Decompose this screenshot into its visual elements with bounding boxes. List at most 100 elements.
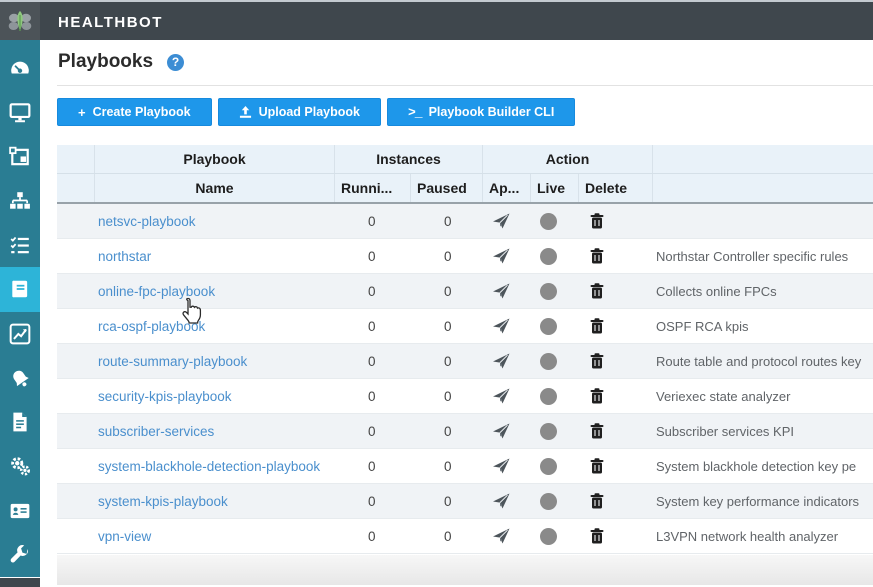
delete-icon[interactable] [579, 204, 653, 238]
playbook-link[interactable]: system-kpis-playbook [95, 494, 228, 509]
sidebar-item-settings[interactable] [0, 444, 40, 488]
sidebar-item-documents[interactable] [0, 400, 40, 444]
playbook-description [653, 204, 873, 238]
apply-icon[interactable] [483, 309, 531, 343]
playbook-builder-cli-button[interactable]: >_ Playbook Builder CLI [387, 98, 575, 126]
wrench-icon [9, 544, 31, 566]
running-count: 0 [335, 379, 411, 413]
device-region-icon [9, 146, 31, 168]
col-header-name: Name [95, 174, 335, 202]
playbook-link[interactable]: subscriber-services [95, 424, 214, 439]
sidebar-item-maintenance[interactable] [0, 533, 40, 577]
sidebar-item-rules[interactable] [0, 223, 40, 267]
apply-icon[interactable] [483, 379, 531, 413]
delete-icon[interactable] [579, 344, 653, 378]
playbook-book-icon [9, 278, 31, 300]
table-row: system-blackhole-detection-playbook 0 0 … [57, 449, 873, 484]
paused-count: 0 [411, 274, 483, 308]
live-status-icon[interactable] [531, 239, 579, 273]
col-header-running: Runni... [335, 174, 411, 202]
running-count: 0 [335, 484, 411, 518]
sidebar-footer [0, 578, 40, 587]
col-header-apply: Ap... [483, 174, 531, 202]
paused-count: 0 [411, 414, 483, 448]
live-status-icon[interactable] [531, 449, 579, 483]
live-status-icon[interactable] [531, 379, 579, 413]
playbook-link[interactable]: northstar [95, 249, 151, 264]
live-status-icon[interactable] [531, 204, 579, 238]
live-status-icon[interactable] [531, 484, 579, 518]
playbook-toolbar: + Create Playbook Upload Playbook >_ Pla… [57, 98, 575, 126]
running-count: 0 [335, 449, 411, 483]
table-row: vpn-view 0 0 L3VPN network health analyz… [57, 519, 873, 554]
sidebar-item-device-group[interactable] [0, 135, 40, 179]
sidebar-item-charts[interactable] [0, 312, 40, 356]
live-status-icon[interactable] [531, 274, 579, 308]
playbook-description: Collects online FPCs [653, 274, 873, 308]
apply-icon[interactable] [483, 274, 531, 308]
sidebar-item-dashboard[interactable] [0, 46, 40, 90]
playbook-link[interactable]: rca-ospf-playbook [95, 319, 205, 334]
sidebar-item-profiles[interactable] [0, 489, 40, 533]
main-content: Playbooks ? + Create Playbook Upload Pla… [40, 40, 873, 587]
create-playbook-button[interactable]: + Create Playbook [57, 98, 212, 126]
sidebar-item-playbooks[interactable] [0, 267, 40, 311]
delete-icon[interactable] [579, 519, 653, 553]
playbook-link[interactable]: online-fpc-playbook [95, 284, 215, 299]
table-row: northstar 0 0 Northstar Controller speci… [57, 239, 873, 274]
delete-icon[interactable] [579, 449, 653, 483]
table-row: online-fpc-playbook 0 0 Collects online … [57, 274, 873, 309]
sidebar-item-alarms[interactable] [0, 356, 40, 400]
apply-icon[interactable] [483, 519, 531, 553]
apply-icon[interactable] [483, 239, 531, 273]
apply-icon[interactable] [483, 449, 531, 483]
paused-count: 0 [411, 204, 483, 238]
delete-icon[interactable] [579, 379, 653, 413]
live-status-icon[interactable] [531, 344, 579, 378]
playbook-link[interactable]: security-kpis-playbook [95, 389, 232, 404]
playbook-description: OSPF RCA kpis [653, 309, 873, 343]
apply-icon[interactable] [483, 344, 531, 378]
apply-icon[interactable] [483, 204, 531, 238]
playbook-link[interactable]: vpn-view [95, 529, 151, 544]
playbook-description: System blackhole detection key pe [653, 449, 873, 483]
upload-icon [239, 106, 252, 119]
paused-count: 0 [411, 239, 483, 273]
playbook-description: Subscriber services KPI [653, 414, 873, 448]
delete-icon[interactable] [579, 484, 653, 518]
live-status-icon[interactable] [531, 414, 579, 448]
playbook-description: System key performance indicators [653, 484, 873, 518]
delete-icon[interactable] [579, 239, 653, 273]
upload-playbook-button[interactable]: Upload Playbook [218, 98, 381, 126]
playbook-description: L3VPN network health analyzer [653, 519, 873, 553]
playbook-link[interactable]: system-blackhole-detection-playbook [95, 459, 320, 474]
bell-icon [9, 367, 31, 389]
playbook-link[interactable]: netsvc-playbook [95, 214, 196, 229]
checklist-icon [9, 234, 31, 256]
chart-icon [9, 323, 31, 345]
topology-sitemap-icon [9, 190, 31, 212]
document-icon [9, 411, 31, 433]
delete-icon[interactable] [579, 309, 653, 343]
running-count: 0 [335, 239, 411, 273]
playbook-link[interactable]: route-summary-playbook [95, 354, 247, 369]
running-count: 0 [335, 344, 411, 378]
apply-icon[interactable] [483, 484, 531, 518]
group-header-playbook: Playbook [95, 145, 335, 173]
playbooks-table: Playbook Instances Action Name Runni... … [57, 145, 873, 554]
paused-count: 0 [411, 449, 483, 483]
delete-icon[interactable] [579, 274, 653, 308]
delete-icon[interactable] [579, 414, 653, 448]
live-status-icon[interactable] [531, 519, 579, 553]
running-count: 0 [335, 204, 411, 238]
table-row: system-kpis-playbook 0 0 System key perf… [57, 484, 873, 519]
sidebar-item-devices[interactable] [0, 90, 40, 134]
apply-icon[interactable] [483, 414, 531, 448]
table-column-header: Name Runni... Paused Ap... Live Delete [57, 174, 873, 204]
live-status-icon[interactable] [531, 309, 579, 343]
sidebar-item-topology[interactable] [0, 179, 40, 223]
plus-icon: + [78, 105, 86, 120]
help-icon[interactable]: ? [167, 54, 184, 71]
playbook-description: Veriexec state analyzer [653, 379, 873, 413]
group-header-instances: Instances [335, 145, 483, 173]
